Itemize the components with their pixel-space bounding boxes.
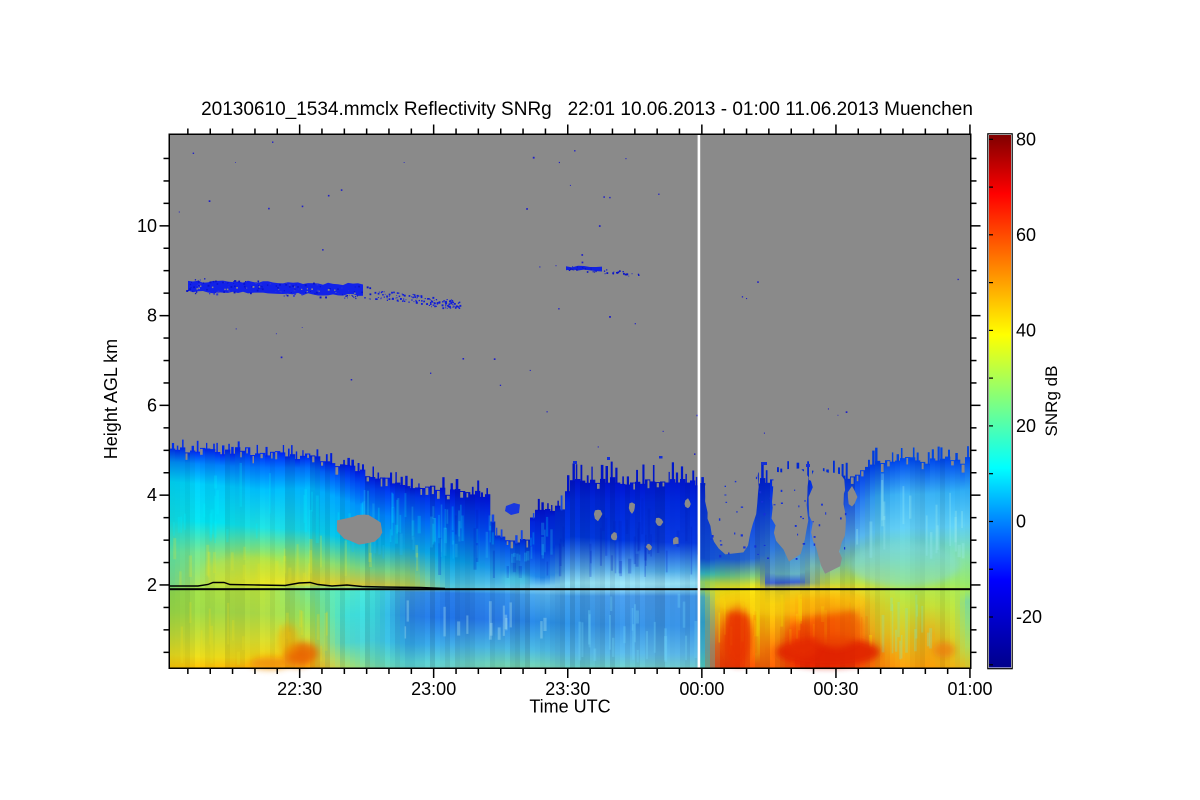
svg-text:80: 80 [1016, 129, 1036, 149]
svg-text:22:30: 22:30 [277, 679, 322, 699]
svg-text:23:30: 23:30 [545, 679, 590, 699]
svg-text:20130610_1534.mmclx Reflectivi: 20130610_1534.mmclx Reflectivity SNRg 22… [201, 99, 973, 120]
svg-text:4: 4 [147, 485, 157, 505]
svg-text:23:00: 23:00 [411, 679, 456, 699]
svg-text:40: 40 [1016, 320, 1036, 340]
svg-text:Time UTC: Time UTC [529, 697, 610, 717]
svg-text:60: 60 [1016, 225, 1036, 245]
svg-text:10: 10 [137, 216, 157, 236]
svg-text:SNRg dB: SNRg dB [1042, 366, 1061, 437]
svg-text:-20: -20 [1016, 607, 1042, 627]
svg-text:6: 6 [147, 395, 157, 415]
svg-text:Height AGL km: Height AGL km [101, 339, 121, 459]
svg-text:0: 0 [1016, 512, 1026, 532]
svg-text:00:00: 00:00 [679, 679, 724, 699]
svg-text:8: 8 [147, 306, 157, 326]
svg-text:00:30: 00:30 [813, 679, 858, 699]
svg-text:20: 20 [1016, 416, 1036, 436]
svg-text:2: 2 [147, 575, 157, 595]
svg-text:01:00: 01:00 [947, 679, 992, 699]
